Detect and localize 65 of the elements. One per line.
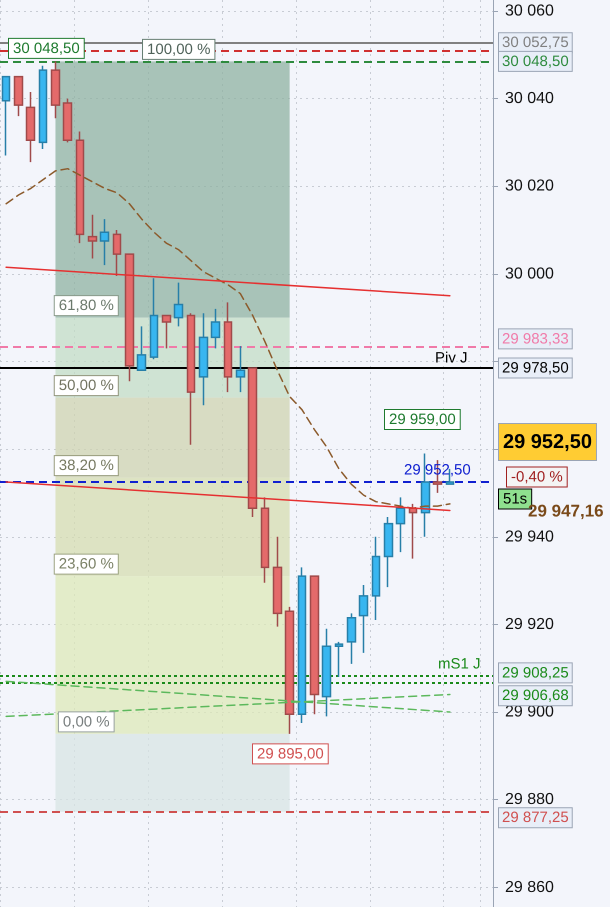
band-label: 38,20 % xyxy=(58,457,114,474)
candlestick xyxy=(260,496,270,584)
candlestick xyxy=(100,218,110,266)
ref-line-label: 30 052,75 xyxy=(502,34,569,52)
candlestick xyxy=(186,312,196,446)
candlestick xyxy=(358,584,368,654)
y-tick-label: 29 860 xyxy=(505,878,554,896)
candlestick xyxy=(38,64,48,150)
candlestick xyxy=(272,536,282,628)
annotation: mS1 J xyxy=(438,655,481,672)
candlestick xyxy=(76,130,84,244)
candlestick xyxy=(124,253,134,382)
text: -0,40 % xyxy=(511,468,563,486)
y-tick-label: 29 880 xyxy=(505,791,554,808)
candlestick xyxy=(2,76,10,156)
band-label: 100,00 % xyxy=(147,40,210,58)
candlestick xyxy=(408,503,418,560)
candlestick xyxy=(162,314,172,350)
candlestick xyxy=(248,367,258,518)
candlestick xyxy=(210,308,220,350)
ref-line-label: 29 978,50 xyxy=(502,360,569,377)
candlestick xyxy=(310,575,320,715)
candlestick xyxy=(224,302,232,393)
candlestick xyxy=(322,628,332,718)
band-label: 23,60 % xyxy=(58,556,114,573)
y-tick-label: 30 040 xyxy=(505,90,554,108)
candlestick xyxy=(26,91,36,163)
candlestick xyxy=(236,345,246,393)
ref-line-label: 29 877,25 xyxy=(502,809,569,826)
y-tick-label: 29 900 xyxy=(505,704,554,721)
candlestick xyxy=(396,496,406,553)
ref-line-label: 29 983,33 xyxy=(502,330,569,348)
ref-line-label: 29 952,50 xyxy=(503,430,592,453)
ref-line-label: 30 048,50 xyxy=(502,52,569,70)
annotation: Piv J xyxy=(435,350,468,367)
ref-line-label: 29 908,25 xyxy=(502,664,569,682)
candlestick xyxy=(50,60,60,120)
candlestick xyxy=(88,214,98,260)
band-label: 61,80 % xyxy=(58,297,114,314)
candlestick xyxy=(372,536,380,621)
candlestick xyxy=(62,98,72,144)
band-label: 50,00 % xyxy=(58,377,114,394)
candlestick xyxy=(14,76,24,117)
candlestick xyxy=(174,282,184,328)
y-tick-label: 30 060 xyxy=(505,2,554,20)
band-label: 0,00 % xyxy=(62,713,110,730)
candlestick xyxy=(150,277,158,360)
annotation: 30 048,50 xyxy=(13,40,80,57)
y-tick-label: 29 940 xyxy=(505,528,554,546)
y-tick-label: 29 920 xyxy=(505,616,554,633)
ref-line-label: 29 906,68 xyxy=(502,687,569,704)
y-tick-label: 30 000 xyxy=(505,265,554,282)
annotation: 29 959,00 xyxy=(389,411,456,428)
candlestick xyxy=(284,606,294,735)
text: 29 947,16 xyxy=(528,501,604,520)
candlestick xyxy=(334,641,344,678)
candlestick xyxy=(198,312,208,406)
candlestick xyxy=(136,326,146,371)
candlestick xyxy=(298,566,306,724)
annotation: 29 895,00 xyxy=(257,745,324,762)
text: 51s xyxy=(503,490,528,508)
candlestick xyxy=(384,516,394,588)
y-tick-label: 30 020 xyxy=(505,178,554,195)
candlestick xyxy=(346,612,356,665)
candlestick xyxy=(112,229,122,277)
